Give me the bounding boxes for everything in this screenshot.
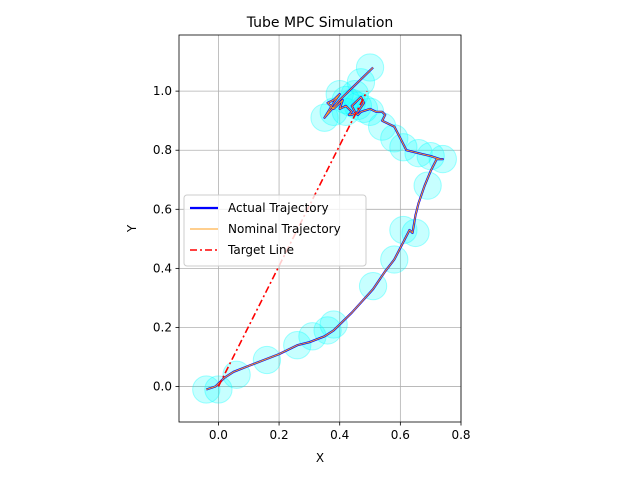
tube-circle bbox=[204, 375, 233, 404]
y-tick-label: 0.4 bbox=[153, 261, 172, 275]
y-axis-ticks: 0.0 0.2 0.4 0.6 0.8 1.0 bbox=[153, 84, 179, 394]
tube-circle bbox=[389, 133, 418, 162]
tube-circle bbox=[192, 375, 221, 404]
tube-circle bbox=[355, 53, 385, 82]
x-tick-label: 0.6 bbox=[391, 428, 410, 442]
chart-title: Tube MPC Simulation bbox=[246, 15, 394, 31]
x-tick-label: 0.8 bbox=[451, 428, 470, 442]
x-axis-ticks: 0.0 0.2 0.4 0.6 0.8 bbox=[209, 422, 471, 442]
tube-circle bbox=[401, 218, 430, 248]
legend-label-target: Target Line bbox=[227, 243, 294, 257]
x-axis-label: X bbox=[316, 451, 324, 465]
y-axis-label: Y bbox=[125, 224, 139, 233]
tube-circle bbox=[413, 171, 442, 200]
legend-box bbox=[183, 194, 367, 267]
x-tick-label: 0.2 bbox=[270, 428, 289, 442]
legend-label-actual: Actual Trajectory bbox=[228, 201, 329, 215]
nominal-trajectory-line bbox=[206, 67, 444, 390]
y-tick-label: 0.6 bbox=[153, 202, 172, 216]
tube-circle bbox=[319, 310, 348, 339]
legend: Actual Trajectory Nominal Trajectory Tar… bbox=[183, 194, 367, 267]
y-tick-label: 0.0 bbox=[153, 380, 172, 394]
y-tick-label: 0.8 bbox=[153, 143, 172, 157]
x-tick-label: 0.0 bbox=[209, 428, 228, 442]
y-tick-label: 1.0 bbox=[153, 84, 172, 98]
x-tick-label: 0.4 bbox=[330, 428, 349, 442]
legend-label-nominal: Nominal Trajectory bbox=[228, 222, 341, 236]
y-tick-label: 0.2 bbox=[153, 320, 172, 334]
tube-circle bbox=[380, 124, 409, 153]
plot-frame bbox=[178, 34, 462, 423]
